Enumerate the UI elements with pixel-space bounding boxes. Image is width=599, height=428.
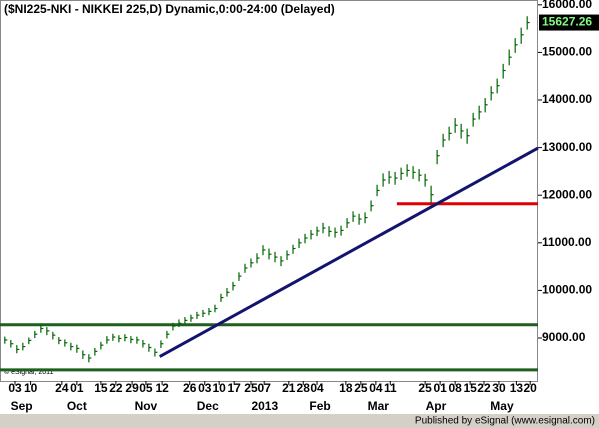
x-tick-label: 11 bbox=[384, 381, 397, 395]
month-label: Feb bbox=[309, 399, 330, 413]
x-tick-label: 29 bbox=[125, 381, 139, 395]
x-tick-label: 10 bbox=[24, 381, 38, 395]
x-tick-label: 07 bbox=[258, 381, 272, 395]
x-tick-label: 12 bbox=[155, 381, 169, 395]
month-label: Dec bbox=[197, 399, 219, 413]
footer: Published by eSignal (www.esignal.com) bbox=[415, 416, 595, 427]
x-tick-label: 22 bbox=[109, 381, 123, 395]
copyright: © eSignal, 2011 bbox=[4, 368, 54, 376]
x-tick-label: 08 bbox=[448, 381, 462, 395]
footer-bar bbox=[0, 414, 599, 428]
month-label: May bbox=[490, 399, 514, 413]
x-tick-label: 30 bbox=[492, 381, 506, 395]
last-price-box bbox=[539, 14, 599, 31]
x-tick-label: 26 bbox=[183, 381, 197, 395]
month-label: Apr bbox=[426, 399, 447, 413]
x-tick-label: 17 bbox=[227, 381, 241, 395]
y-tick-label: 14000.00 bbox=[542, 92, 592, 106]
x-tick-label: 21 bbox=[282, 381, 296, 395]
x-tick-label: 01 bbox=[433, 381, 447, 395]
x-tick-label: 22 bbox=[477, 381, 491, 395]
y-tick-label: 13000.00 bbox=[542, 140, 592, 154]
x-tick-label: 03 bbox=[198, 381, 212, 395]
x-tick-label: 05 bbox=[139, 381, 153, 395]
x-tick-label: 25 bbox=[418, 381, 432, 395]
month-label: 2013 bbox=[251, 399, 278, 413]
last-price-label: 15627.26 bbox=[542, 15, 592, 29]
y-tick-label: 10000.00 bbox=[542, 283, 592, 297]
x-tick-label: 28 bbox=[297, 381, 311, 395]
x-tick-label: 10 bbox=[212, 381, 226, 395]
x-tick-label: 04 bbox=[369, 381, 383, 395]
x-tick-label: 03 bbox=[8, 381, 22, 395]
x-tick-label: 18 bbox=[339, 381, 353, 395]
y-tick-label: 9000.00 bbox=[542, 330, 586, 344]
x-tick-label: 15 bbox=[94, 381, 108, 395]
month-label: Oct bbox=[67, 399, 87, 413]
x-tick-label: 01 bbox=[70, 381, 84, 395]
x-tick-label: 20 bbox=[524, 381, 538, 395]
month-label: Mar bbox=[368, 399, 390, 413]
x-tick-label: 25 bbox=[244, 381, 258, 395]
month-label: Nov bbox=[135, 399, 158, 413]
x-tick-label: 25 bbox=[354, 381, 368, 395]
y-tick-label: 16000.00 bbox=[542, 0, 592, 11]
x-tick-label: 04 bbox=[310, 381, 324, 395]
y-tick-label: 15000.00 bbox=[542, 45, 592, 59]
chart-title: ($NI225-NKI - NIKKEI 225,D) Dynamic,0:00… bbox=[4, 2, 335, 16]
trend-line bbox=[158, 146, 539, 358]
y-tick-label: 11000.00 bbox=[542, 235, 592, 249]
x-tick-label: 15 bbox=[463, 381, 477, 395]
month-label: Sep bbox=[11, 399, 33, 413]
y-tick-label: 12000.00 bbox=[542, 187, 592, 201]
x-tick-label: 24 bbox=[55, 381, 69, 395]
x-tick-label: 13 bbox=[510, 381, 524, 395]
plot-area bbox=[0, 0, 538, 382]
